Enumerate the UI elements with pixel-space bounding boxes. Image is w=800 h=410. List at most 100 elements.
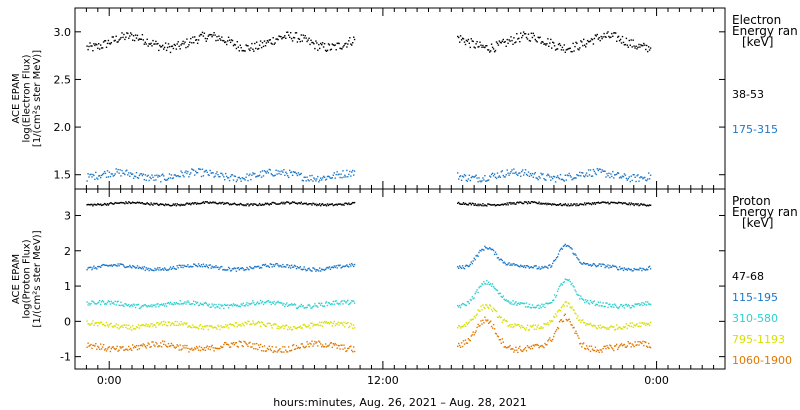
data-point bbox=[340, 322, 342, 324]
data-point bbox=[296, 327, 299, 329]
data-point bbox=[227, 327, 230, 329]
data-point bbox=[280, 302, 282, 304]
data-point bbox=[341, 204, 343, 206]
data-point bbox=[131, 304, 133, 306]
data-point bbox=[532, 306, 534, 309]
data-point bbox=[103, 264, 106, 266]
data-point bbox=[485, 180, 487, 182]
data-point bbox=[223, 343, 225, 346]
data-point bbox=[189, 41, 191, 43]
data-point bbox=[349, 170, 351, 173]
data-point bbox=[575, 313, 577, 315]
data-point bbox=[474, 292, 476, 295]
data-point bbox=[302, 203, 304, 205]
data-point bbox=[477, 203, 479, 205]
data-point bbox=[205, 325, 207, 327]
data-point bbox=[132, 202, 135, 204]
data-point bbox=[259, 299, 262, 302]
data-point bbox=[632, 326, 634, 329]
data-point bbox=[103, 202, 106, 205]
data-point bbox=[252, 204, 254, 206]
data-point bbox=[631, 304, 633, 307]
data-point bbox=[557, 43, 560, 46]
data-point bbox=[598, 168, 600, 170]
data-point bbox=[348, 266, 350, 268]
data-point bbox=[595, 173, 597, 176]
data-point bbox=[189, 173, 191, 176]
data-point bbox=[279, 326, 281, 328]
data-point bbox=[493, 308, 496, 311]
data-point bbox=[345, 202, 347, 204]
data-point bbox=[130, 172, 132, 174]
data-point bbox=[643, 323, 645, 325]
data-point bbox=[221, 172, 223, 175]
data-point bbox=[156, 174, 158, 176]
data-point bbox=[584, 202, 586, 204]
data-point bbox=[587, 169, 590, 171]
data-point bbox=[517, 265, 519, 267]
y-tick-label: 1 bbox=[64, 280, 71, 293]
data-point bbox=[554, 49, 557, 51]
data-point bbox=[618, 326, 621, 328]
data-point bbox=[99, 175, 101, 177]
data-point bbox=[331, 266, 333, 268]
data-point bbox=[131, 267, 133, 269]
data-point bbox=[477, 46, 479, 48]
data-point bbox=[90, 45, 92, 47]
data-point bbox=[240, 203, 242, 205]
data-point bbox=[125, 36, 127, 38]
data-point bbox=[107, 39, 110, 42]
data-point bbox=[282, 263, 284, 266]
data-point bbox=[347, 43, 349, 45]
data-point bbox=[298, 326, 301, 329]
data-point bbox=[244, 50, 246, 52]
data-point bbox=[278, 35, 280, 37]
data-point bbox=[100, 348, 103, 350]
data-point bbox=[556, 256, 559, 258]
data-point bbox=[161, 174, 163, 176]
data-point bbox=[567, 174, 569, 177]
data-point bbox=[104, 325, 107, 327]
data-point bbox=[307, 179, 309, 181]
data-point bbox=[108, 346, 111, 348]
data-point bbox=[522, 302, 525, 305]
data-point bbox=[555, 204, 558, 206]
data-point bbox=[265, 301, 268, 303]
data-point bbox=[630, 325, 632, 327]
data-point bbox=[321, 321, 323, 323]
data-point bbox=[460, 326, 463, 328]
data-point bbox=[588, 323, 591, 326]
data-point bbox=[467, 301, 470, 303]
data-point bbox=[607, 306, 609, 309]
data-point bbox=[190, 326, 192, 328]
data-point bbox=[162, 304, 164, 306]
data-point bbox=[181, 323, 183, 325]
data-point bbox=[186, 38, 188, 40]
data-point bbox=[502, 174, 504, 177]
data-point bbox=[254, 172, 256, 175]
data-point bbox=[255, 203, 257, 206]
data-point bbox=[636, 323, 638, 325]
data-point bbox=[335, 265, 337, 267]
data-point bbox=[487, 319, 489, 321]
data-point bbox=[624, 43, 627, 46]
data-point bbox=[250, 267, 252, 269]
data-point bbox=[553, 176, 556, 178]
data-point bbox=[182, 203, 184, 206]
data-point bbox=[227, 40, 229, 42]
data-point bbox=[591, 348, 594, 350]
data-point bbox=[585, 301, 588, 303]
data-point bbox=[90, 323, 92, 325]
data-point bbox=[176, 344, 178, 346]
data-point bbox=[181, 302, 183, 305]
data-point bbox=[255, 47, 257, 50]
data-point bbox=[627, 267, 629, 270]
data-point bbox=[212, 201, 214, 203]
data-point bbox=[344, 326, 346, 328]
data-point bbox=[170, 268, 173, 270]
data-point bbox=[214, 201, 216, 203]
data-point bbox=[134, 202, 137, 204]
data-point bbox=[327, 204, 330, 207]
data-point bbox=[139, 307, 142, 309]
data-point bbox=[547, 38, 549, 40]
